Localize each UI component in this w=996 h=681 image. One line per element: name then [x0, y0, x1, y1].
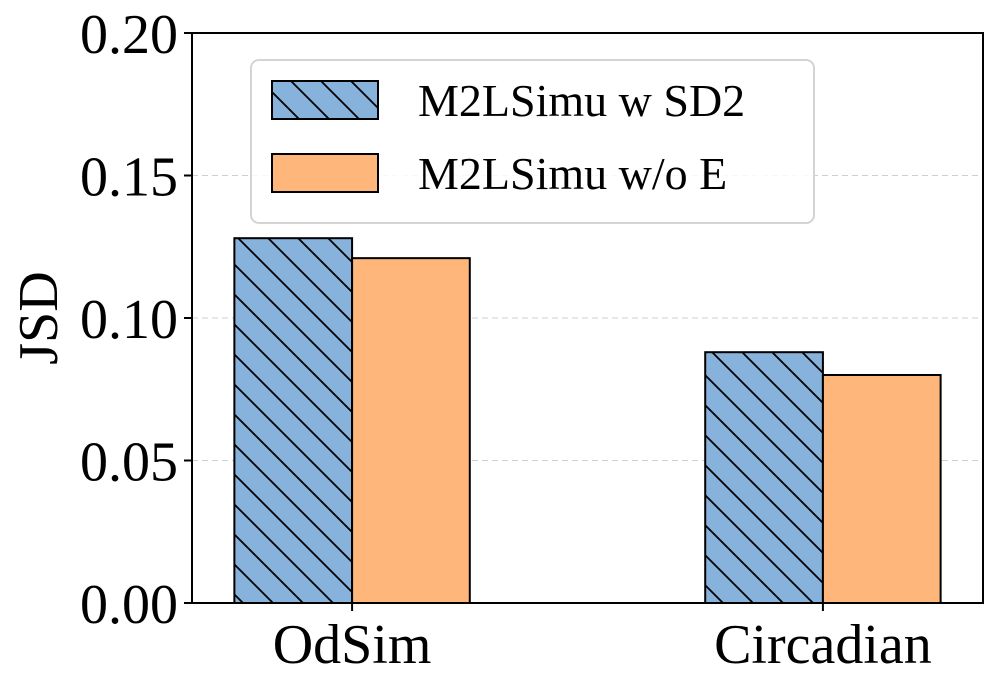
y-axis-label: JSD — [8, 271, 70, 364]
bar-odsim-series-0 — [233, 237, 354, 604]
x-tick-label-odsim: OdSim — [273, 614, 432, 676]
x-axis-ticks: OdSim Circadian — [273, 603, 932, 676]
legend-box — [250, 59, 815, 224]
legend-label-m2lsimu-wo-e: M2LSimu w/o E — [418, 148, 727, 199]
y-tick-label: 0.10 — [80, 289, 178, 351]
legend-swatch-m2lsimu-wo-e — [271, 153, 379, 193]
bar-circadian-series-0 — [704, 351, 824, 605]
bars — [233, 237, 942, 605]
y-tick-label: 0.05 — [80, 432, 178, 494]
legend-swatch-m2lsimu-w-sd2 — [271, 80, 379, 120]
x-tick-label-circadian: Circadian — [714, 614, 932, 676]
y-tick-label: 0.20 — [80, 4, 178, 66]
y-tick-label: 0.15 — [80, 147, 178, 209]
y-tick-label: 0.00 — [80, 574, 178, 636]
bar-odsim-series-1 — [351, 257, 471, 604]
y-axis-ticks: 0.00 0.05 0.10 0.15 0.20 — [80, 4, 192, 636]
bar-circadian-series-1 — [821, 374, 942, 604]
legend-label-m2lsimu-w-sd2: M2LSimu w SD2 — [418, 75, 745, 126]
legend: M2LSimu w SD2 M2LSimu w/o E — [250, 59, 815, 224]
